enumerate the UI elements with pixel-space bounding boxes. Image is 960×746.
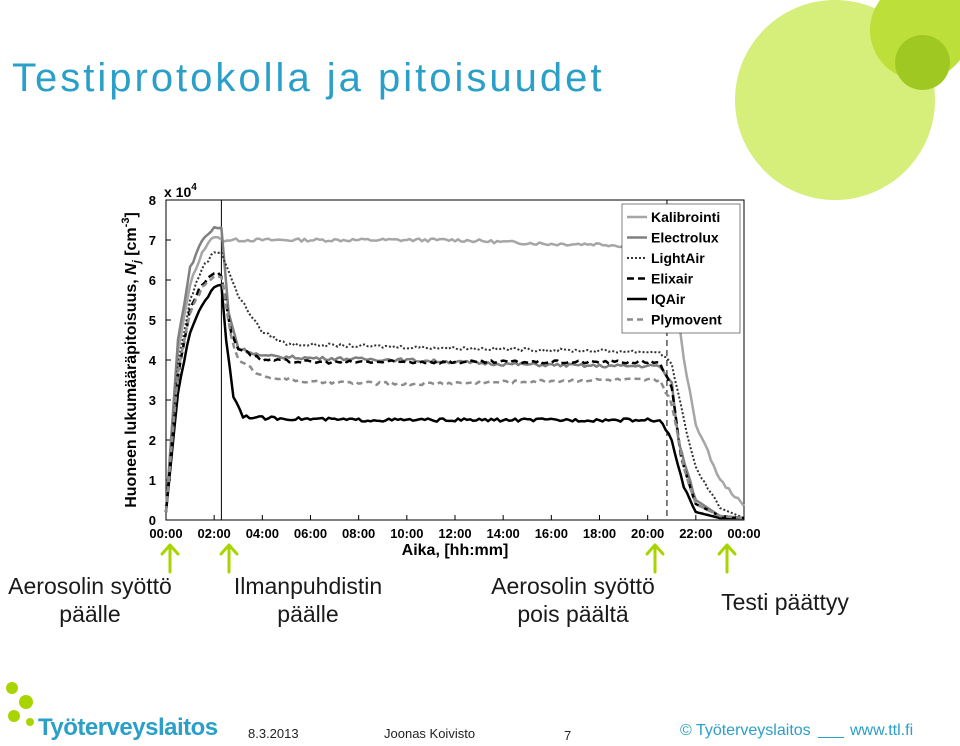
arrow-purifier-on <box>219 543 239 574</box>
event-arrows <box>160 543 737 574</box>
series-line-elixair <box>164 271 745 520</box>
annotation-line: Testi päättyy <box>721 589 849 615</box>
series-line-iqair <box>164 283 744 520</box>
x-tick-label: 02:00 <box>198 526 231 541</box>
x-tick-label: 10:00 <box>390 526 423 541</box>
y-tick-label: 1 <box>149 473 156 488</box>
logo-text: Työterveyslaitos <box>38 714 218 741</box>
y-axis-label: Huoneen lukumääräpitoisuus, Nj [cm-3] <box>120 212 143 508</box>
deco-circle-small <box>895 35 950 90</box>
axis-multiplier: x 104 <box>164 182 197 200</box>
x-tick-label: 14:00 <box>487 526 520 541</box>
legend-label: Plymovent <box>651 312 722 328</box>
x-tick-label: 08:00 <box>342 526 375 541</box>
series-line-plymovent <box>164 275 745 520</box>
slide-title: Testiprotokolla ja pitoisuudet <box>12 56 605 100</box>
x-tick-label: 06:00 <box>294 526 327 541</box>
x-tick-label: 16:00 <box>535 526 568 541</box>
legend-label: Electrolux <box>651 230 719 246</box>
annotation-line: Aerosolin syöttö <box>8 573 172 599</box>
footer-page-number: 7 <box>564 728 572 743</box>
x-tick-label: 18:00 <box>583 526 616 541</box>
footer-copyright: © Työterveyslaitos <box>680 722 811 739</box>
y-tick-label: 5 <box>149 313 156 328</box>
legend-label: Elixair <box>651 271 694 287</box>
series-line-electrolux <box>164 225 745 520</box>
y-tick-label: 3 <box>149 393 156 408</box>
line-chart: 0 1 2 3 4 5 6 7 8 00:00 02:00 04:00 06:00 08:00 10:00… <box>120 182 760 559</box>
arrow-test-end <box>717 543 737 574</box>
x-tick-label: 00:00 <box>149 526 182 541</box>
footer-divider <box>818 737 844 738</box>
x-tick-label: 00:00 <box>727 526 760 541</box>
arrow-aerosol-off <box>645 543 665 574</box>
legend: Kalibrointi Electrolux LightAir Elixair IQAi… <box>621 203 741 334</box>
annotation-line: Ilmanpuhdistin <box>233 573 383 599</box>
y-tick-label: 6 <box>149 273 156 288</box>
y-tick-label: 7 <box>149 233 156 248</box>
annotation-line: päälle <box>277 601 339 627</box>
ttl-logo-icon <box>6 682 34 726</box>
x-tick-label: 22:00 <box>679 526 712 541</box>
x-tick-label: 20:00 <box>631 526 664 541</box>
x-tick-labels: 00:00 02:00 04:00 06:00 08:00 10:00 12:00 14:00… <box>149 515 760 541</box>
footer-date: 8.3.2013 <box>248 726 299 741</box>
arrow-aerosol-on <box>160 543 180 574</box>
x-tick-label: 12:00 <box>438 526 471 541</box>
y-tick-label: 0 <box>149 513 156 528</box>
x-axis-label: Aika, [hh:mm] <box>402 542 509 559</box>
legend-box <box>621 203 741 334</box>
annotation-line: päälle <box>59 601 121 627</box>
y-tick-label: 2 <box>149 433 156 448</box>
annotation-line: Aerosolin syöttö <box>491 573 655 599</box>
x-tick-label: 04:00 <box>246 526 279 541</box>
annotation-aerosol-on: Aerosolin syöttö päälle <box>0 572 180 628</box>
annotation-line: pois päältä <box>517 601 629 627</box>
legend-label: LightAir <box>651 250 705 266</box>
legend-label: IQAir <box>651 291 686 307</box>
annotation-test-end: Testi päättyy <box>700 588 870 616</box>
annotation-purifier-on: Ilmanpuhdistin päälle <box>220 572 396 628</box>
y-tick-label: 4 <box>149 353 157 368</box>
legend-label: Kalibrointi <box>651 209 720 225</box>
series-line-lightair <box>165 251 745 519</box>
footer-author: Joonas Koivisto <box>384 726 476 741</box>
y-tick-label: 8 <box>149 193 156 208</box>
annotation-aerosol-off: Aerosolin syöttö pois päältä <box>478 572 668 628</box>
footer-url: www.ttl.fi <box>850 722 914 739</box>
